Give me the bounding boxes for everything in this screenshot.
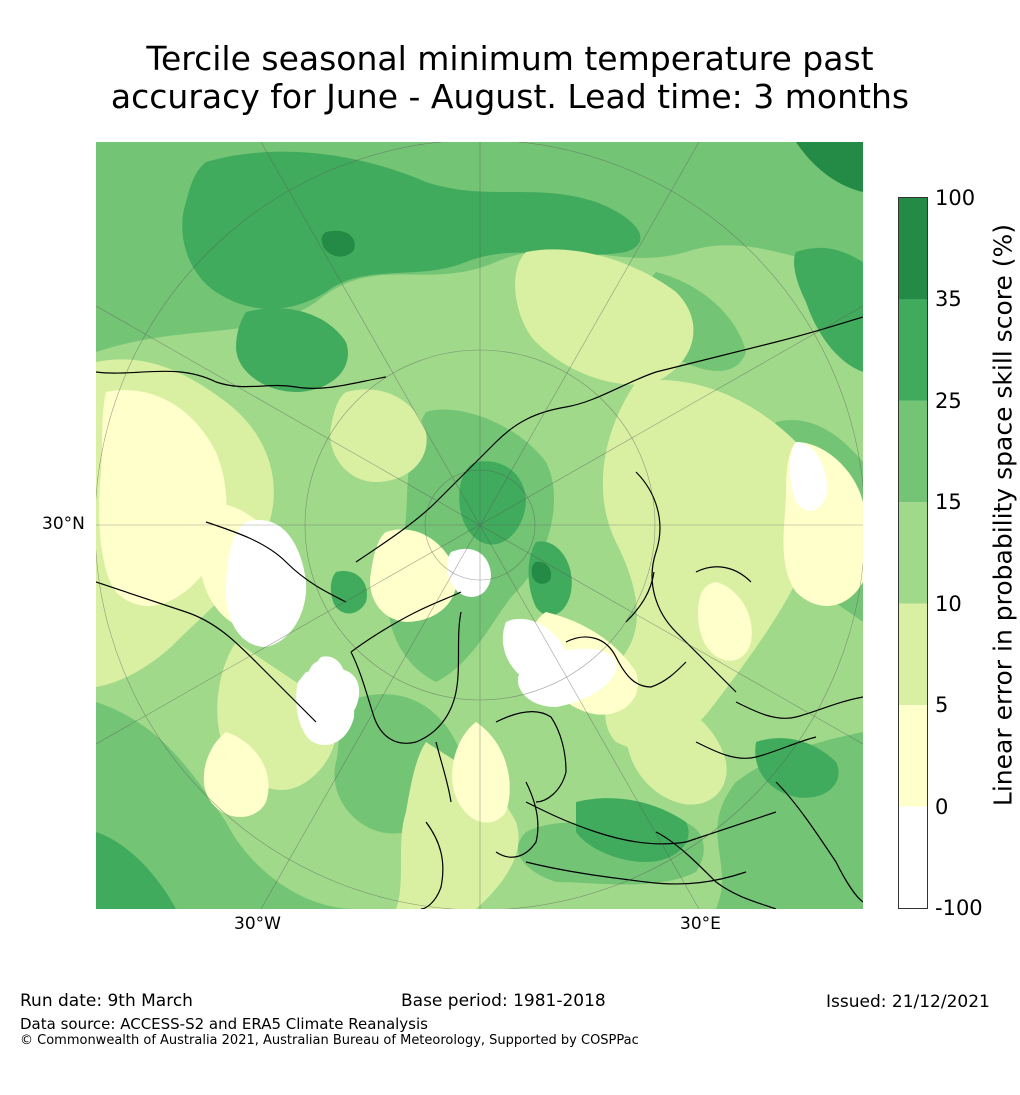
lon-label-30e: 30°E <box>680 914 721 934</box>
issued-date: Issued: 21/12/2021 <box>826 992 990 1012</box>
colorbar-tick-label: 10 <box>935 591 962 616</box>
title-line-2: accuracy for June - August. Lead time: 3… <box>110 77 910 116</box>
colorbar-tick-label: 15 <box>935 490 962 515</box>
colorbar-bin <box>899 502 927 604</box>
base-period: Base period: 1981-2018 <box>401 991 606 1011</box>
colorbar-tick-label: 5 <box>935 693 949 718</box>
colorbar-bin <box>899 299 927 401</box>
colorbar-bin <box>899 603 927 706</box>
colorbar <box>898 197 928 909</box>
coastlines <box>96 316 863 909</box>
colorbar-tick-label: 0 <box>935 794 949 819</box>
colorbar-bin <box>899 806 927 908</box>
copyright: © Commonwealth of Australia 2021, Austra… <box>20 1033 639 1048</box>
title-line-1: Tercile seasonal minimum temperature pas… <box>146 39 874 78</box>
lon-label-30w: 30°W <box>234 914 281 934</box>
colorbar-bin <box>899 400 927 503</box>
colorbar-tick-label: 25 <box>935 388 962 413</box>
colorbar-svg <box>899 198 927 908</box>
polar-map <box>96 142 863 909</box>
skill-35-100 <box>321 142 863 584</box>
data-source: Data source: ACCESS-S2 and ERA5 Climate … <box>20 1015 428 1033</box>
lat-label-30n: 30°N <box>42 514 85 534</box>
chart-title: Tercile seasonal minimum temperature pas… <box>0 40 1020 116</box>
colorbar-bin <box>899 705 927 807</box>
colorbar-tick-label: -100 <box>935 896 983 920</box>
skill-below-0 <box>226 442 827 746</box>
colorbar-tick-label: 100 <box>935 186 976 210</box>
polar-map-svg <box>96 142 863 909</box>
skill-25-35 <box>96 151 863 909</box>
colorbar-label: Linear error in probability space skill … <box>988 223 1018 807</box>
graticule <box>96 142 863 909</box>
colorbar-tick-label: 35 <box>935 287 962 312</box>
colorbar-bin <box>899 198 927 300</box>
run-date: Run date: 9th March <box>20 991 193 1011</box>
